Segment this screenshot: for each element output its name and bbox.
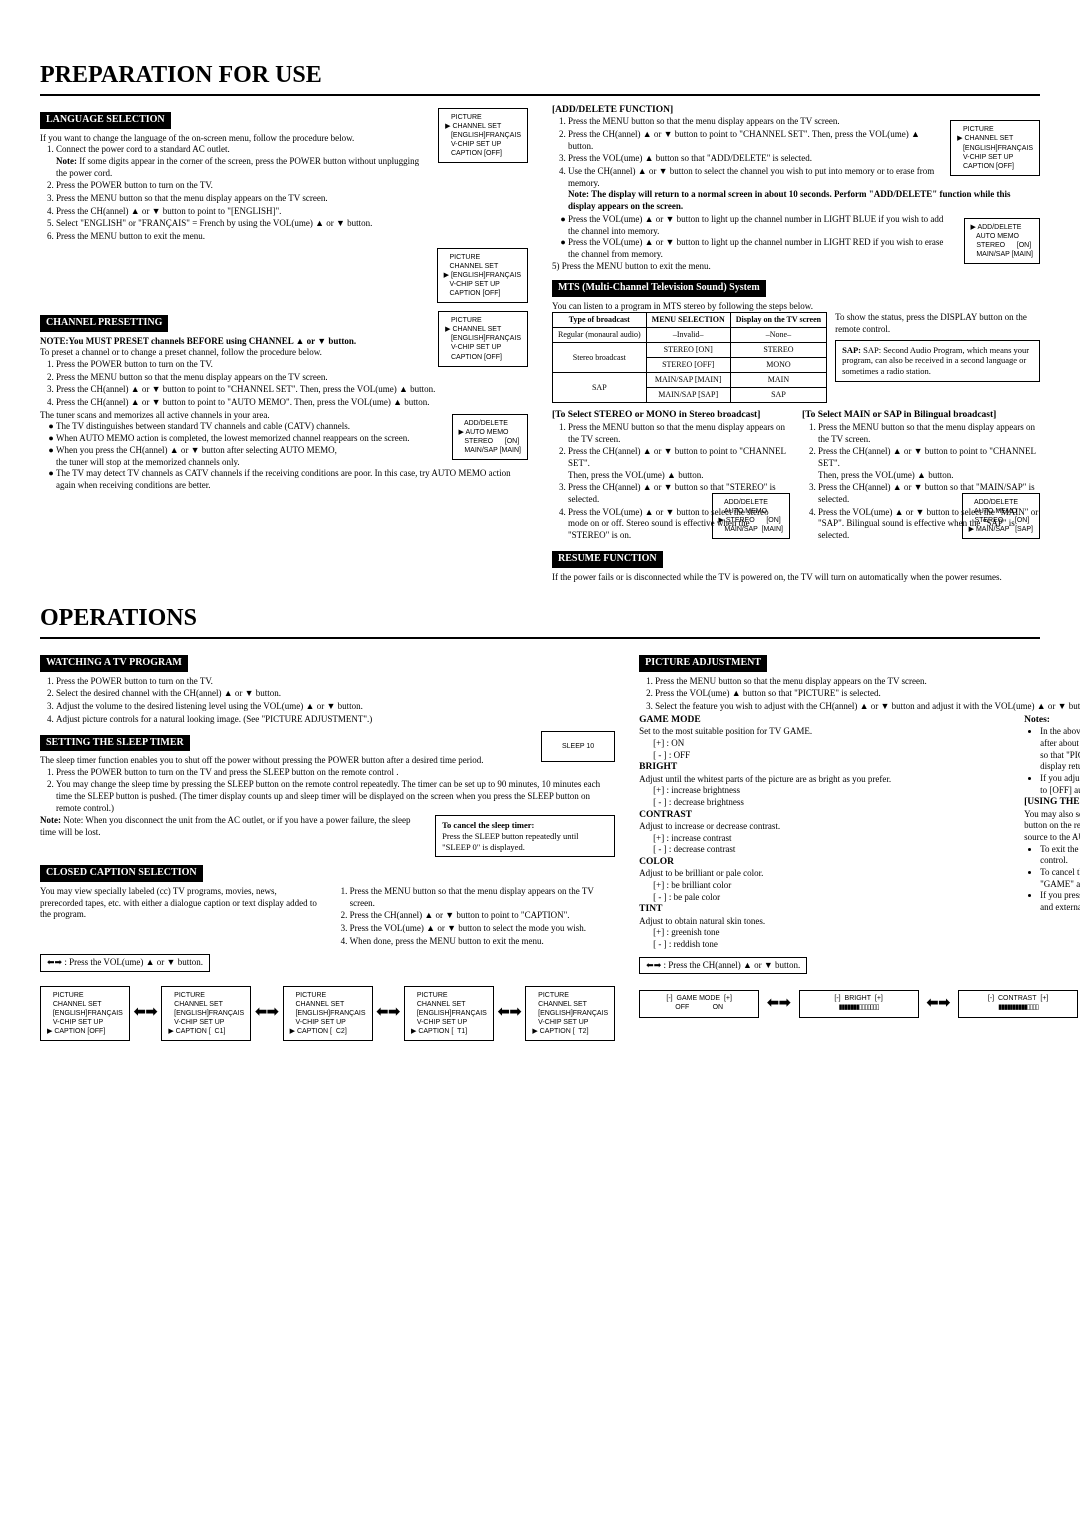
- lang-step-2: Press the POWER button to turn on the TV…: [56, 180, 528, 192]
- lang-step-6: Press the MENU button to exit the menu.: [56, 231, 528, 243]
- cc-left: You may view specially labeled (cc) TV p…: [40, 886, 322, 921]
- adj-game: [-] GAME MODE [+] OFF ON: [639, 990, 759, 1018]
- adjustment-row: [-] GAME MODE [+] OFF ON ⬅➡ [-] BRIGHT […: [639, 990, 1080, 1018]
- mts-display-note: To show the status, press the DISPLAY bu…: [835, 312, 1040, 335]
- stereo-hdr: [To Select STEREO or MONO in Stereo broa…: [552, 409, 790, 421]
- page-title-2: OPERATIONS: [40, 603, 1040, 639]
- mts-table: Type of broadcastMENU SELECTIONDisplay o…: [552, 312, 827, 403]
- cc-osd-c1: PICTURE CHANNEL SET [ENGLISH]FRANÇAIS V-…: [161, 986, 251, 1041]
- osd-sleep: SLEEP 10: [541, 731, 615, 762]
- hdr-channel: CHANNEL PRESETTING: [40, 315, 168, 332]
- osd-channel-set: PICTURE ▶ CHANNEL SET [ENGLISH]FRANÇAIS …: [438, 311, 528, 366]
- sap-hdr: [To Select MAIN or SAP in Bilingual broa…: [802, 409, 1040, 421]
- resume-text: If the power fails or is disconnected wh…: [552, 572, 1040, 584]
- cc-osd-t2: PICTURE CHANNEL SET [ENGLISH]FRANÇAIS V-…: [525, 986, 615, 1041]
- add-s5: Press the MENU button to exit the menu.: [562, 261, 711, 271]
- sleep-note: Note: When you disconnect the unit from …: [40, 815, 411, 837]
- arrow-icon: ⬅➡: [498, 1004, 521, 1022]
- arrow-icon: ⬅➡: [134, 1004, 157, 1022]
- arrow-icon: ⬅➡: [767, 995, 790, 1013]
- page-title-1: PREPARATION FOR USE: [40, 60, 1040, 96]
- mts-intro: You can listen to a program in MTS stere…: [552, 301, 1040, 313]
- arrow-icon: ⬅➡: [255, 1004, 278, 1022]
- cc-nav-hint: ⬅➡ : Press the VOL(ume) ▲ or ▼ button.: [40, 954, 210, 971]
- pic-nav-hint: ⬅➡ : Press the CH(annel) ▲ or ▼ button.: [639, 957, 807, 974]
- lang-step-4: Press the CH(annel) ▲ or ▼ button to poi…: [56, 206, 528, 218]
- cc-osd-c2: PICTURE CHANNEL SET [ENGLISH]FRANÇAIS V-…: [283, 986, 373, 1041]
- hdr-cc: CLOSED CAPTION SELECTION: [40, 865, 203, 882]
- hdr-mts: MTS (Multi-Channel Television Sound) Sys…: [552, 280, 766, 297]
- chan-b4: The TV may detect TV channels as CATV ch…: [56, 468, 528, 491]
- sleep-cancel-box: To cancel the sleep timer: Press the SLE…: [435, 815, 615, 857]
- osd-add-delete: ▶ ADD/DELETE AUTO MEMO STEREO [ON] MAIN/…: [964, 218, 1041, 264]
- hdr-watch: WATCHING A TV PROGRAM: [40, 655, 188, 672]
- chan-s4: Press the CH(annel) ▲ or ▼ button to poi…: [56, 397, 528, 409]
- lang-step-3: Press the MENU button so that the menu d…: [56, 193, 528, 205]
- osd-picture-menu: PICTURE ▶ CHANNEL SET [ENGLISH]FRANÇAIS …: [438, 108, 528, 163]
- lang-step-5: Select "ENGLISH" or "FRANÇAIS" = French …: [56, 218, 528, 230]
- chan-note: NOTE:You MUST PRESET channels BEFORE usi…: [40, 336, 356, 346]
- hdr-sleep: SETTING THE SLEEP TIMER: [40, 735, 190, 752]
- osd-add-picture: PICTURE ▶ CHANNEL SET [ENGLISH]FRANÇAIS …: [950, 120, 1040, 175]
- hdr-resume: RESUME FUNCTION: [552, 551, 663, 568]
- hdr-add-delete: [ADD/DELETE FUNCTION]: [552, 104, 1040, 116]
- sap-box: SAP: SAP: Second Audio Program, which me…: [835, 340, 1040, 382]
- hdr-language: LANGUAGE SELECTION: [40, 112, 171, 129]
- arrow-icon: ⬅➡: [377, 1004, 400, 1022]
- chan-s2: Press the MENU button so that the menu d…: [56, 372, 528, 384]
- osd-auto-memo: ADD/DELETE ▶ AUTO MEMO STEREO [ON] MAIN/…: [452, 414, 529, 460]
- hdr-picture: PICTURE ADJUSTMENT: [639, 655, 767, 672]
- prep-columns: LANGUAGE SELECTION PICTURE ▶ CHANNEL SET…: [40, 104, 1040, 583]
- adj-bright: [-] BRIGHT [+] ▮▮▮▮▮▮▮▯▯▯▯▯▯▯: [799, 990, 919, 1018]
- ops-columns: WATCHING A TV PROGRAM Press the POWER bu…: [40, 647, 1040, 1041]
- osd-english-menu: PICTURE CHANNEL SET ▶ [ENGLISH]FRANÇAIS …: [437, 248, 528, 303]
- adj-contrast: [-] CONTRAST [+] ▮▮▮▮▮▮▮▮▮▮▯▯▯▯: [958, 990, 1078, 1018]
- cc-osd-t1: PICTURE CHANNEL SET [ENGLISH]FRANÇAIS V-…: [404, 986, 494, 1041]
- arrow-icon: ⬅➡: [927, 995, 950, 1013]
- chan-s3: Press the CH(annel) ▲ or ▼ button to poi…: [56, 384, 528, 396]
- sleep-intro: The sleep timer function enables you to …: [40, 755, 615, 767]
- cc-mode-row: PICTURE CHANNEL SET [ENGLISH]FRANÇAIS V-…: [40, 986, 615, 1041]
- cc-osd-off: PICTURE CHANNEL SET [ENGLISH]FRANÇAIS V-…: [40, 986, 130, 1041]
